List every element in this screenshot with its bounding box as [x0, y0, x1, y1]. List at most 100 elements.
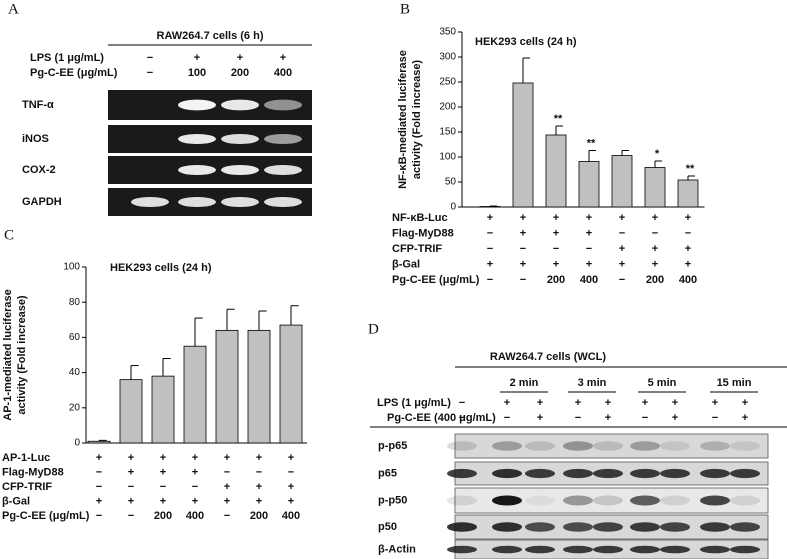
band: [660, 495, 690, 506]
band-label: TNF-α: [22, 99, 54, 111]
y-tick-label: 100: [63, 262, 80, 273]
band: [221, 164, 259, 176]
row-value: +: [280, 52, 286, 64]
band: [525, 495, 555, 506]
y-axis-label: NF-κB-mediated luciferase: [397, 50, 409, 189]
band: [730, 545, 760, 554]
condition-value: +: [192, 452, 198, 464]
y-tick-label: 50: [445, 177, 457, 188]
condition-value: +: [685, 243, 691, 255]
condition-value: −: [128, 481, 134, 493]
band: [563, 495, 593, 506]
time-label: 2 min: [510, 377, 539, 389]
band-label: p-p50: [378, 494, 407, 506]
band: [593, 522, 623, 532]
band: [447, 522, 477, 532]
band: [593, 441, 623, 451]
row-value: +: [672, 412, 678, 424]
band: [178, 99, 216, 111]
y-tick-label: 20: [69, 402, 81, 413]
condition-label: CFP-TRIF: [2, 481, 52, 493]
band: [630, 495, 660, 506]
condition-value: +: [256, 495, 262, 507]
condition-value: +: [160, 466, 166, 478]
condition-value: −: [520, 243, 526, 255]
time-label: 15 min: [717, 377, 752, 389]
condition-value: −: [586, 243, 592, 255]
condition-value: −: [487, 274, 493, 286]
band: [630, 545, 660, 554]
significance: **: [554, 113, 563, 125]
panel-letter: B: [400, 1, 410, 17]
condition-value: +: [520, 227, 526, 239]
band: [525, 522, 555, 532]
condition-value: +: [288, 495, 294, 507]
condition-value: 400: [580, 274, 598, 286]
row-value: −: [642, 412, 648, 424]
row-value: +: [504, 397, 510, 409]
significance: *: [655, 148, 660, 160]
bar: [247, 329, 271, 444]
row-value: −: [712, 412, 718, 424]
bar: [87, 440, 111, 444]
row-value: +: [712, 397, 718, 409]
band: [660, 522, 690, 532]
band: [730, 522, 760, 532]
condition-value: −: [192, 481, 198, 493]
condition-value: −: [96, 466, 102, 478]
condition-value: +: [619, 212, 625, 224]
condition-value: +: [652, 258, 658, 270]
row-label: LPS (1 μg/mL): [377, 397, 451, 409]
chart-title: HEK293 cells (24 h): [110, 262, 212, 274]
condition-value: −: [128, 510, 134, 522]
condition-value: 400: [186, 510, 204, 522]
condition-value: −: [256, 466, 262, 478]
bar: [183, 345, 207, 444]
row-value: −: [147, 67, 153, 79]
row-value: +: [672, 397, 678, 409]
condition-value: +: [685, 212, 691, 224]
bar: [479, 206, 501, 208]
condition-value: +: [487, 212, 493, 224]
row-value: +: [237, 52, 243, 64]
condition-value: +: [652, 212, 658, 224]
band: [264, 196, 302, 208]
condition-value: 200: [547, 274, 565, 286]
bar: [512, 82, 534, 208]
band: [178, 164, 216, 176]
y-tick-label: 0: [450, 202, 456, 213]
condition-value: −: [487, 243, 493, 255]
y-axis-label: activity (Fold increase): [411, 60, 423, 180]
condition-value: −: [224, 510, 230, 522]
condition-value: 200: [646, 274, 664, 286]
significance: **: [587, 137, 596, 149]
y-tick-label: 200: [439, 102, 456, 113]
condition-label: AP-1-Luc: [2, 452, 50, 464]
condition-value: +: [586, 227, 592, 239]
y-tick-label: 0: [74, 438, 80, 449]
band: [264, 164, 302, 176]
condition-label: NF-κB-Luc: [392, 212, 448, 224]
band: [131, 196, 169, 208]
row-value: 400: [274, 67, 292, 79]
band: [593, 545, 623, 554]
row-label: Pg-C-EE (μg/mL): [30, 67, 118, 79]
row-value: −: [459, 412, 465, 424]
row-value: +: [575, 397, 581, 409]
condition-value: +: [256, 481, 262, 493]
band: [492, 495, 522, 506]
bar: [611, 155, 633, 208]
panel-title: RAW264.7 cells (WCL): [490, 351, 606, 363]
row-value: +: [642, 397, 648, 409]
condition-value: −: [553, 243, 559, 255]
condition-value: −: [96, 510, 102, 522]
band: [563, 468, 593, 479]
band: [660, 441, 690, 451]
condition-value: +: [128, 452, 134, 464]
panel-title: RAW264.7 cells (6 h): [157, 30, 264, 42]
condition-value: +: [586, 258, 592, 270]
panel-letter: D: [368, 321, 379, 337]
condition-value: −: [487, 227, 493, 239]
row-label: LPS (1 μg/mL): [30, 52, 104, 64]
